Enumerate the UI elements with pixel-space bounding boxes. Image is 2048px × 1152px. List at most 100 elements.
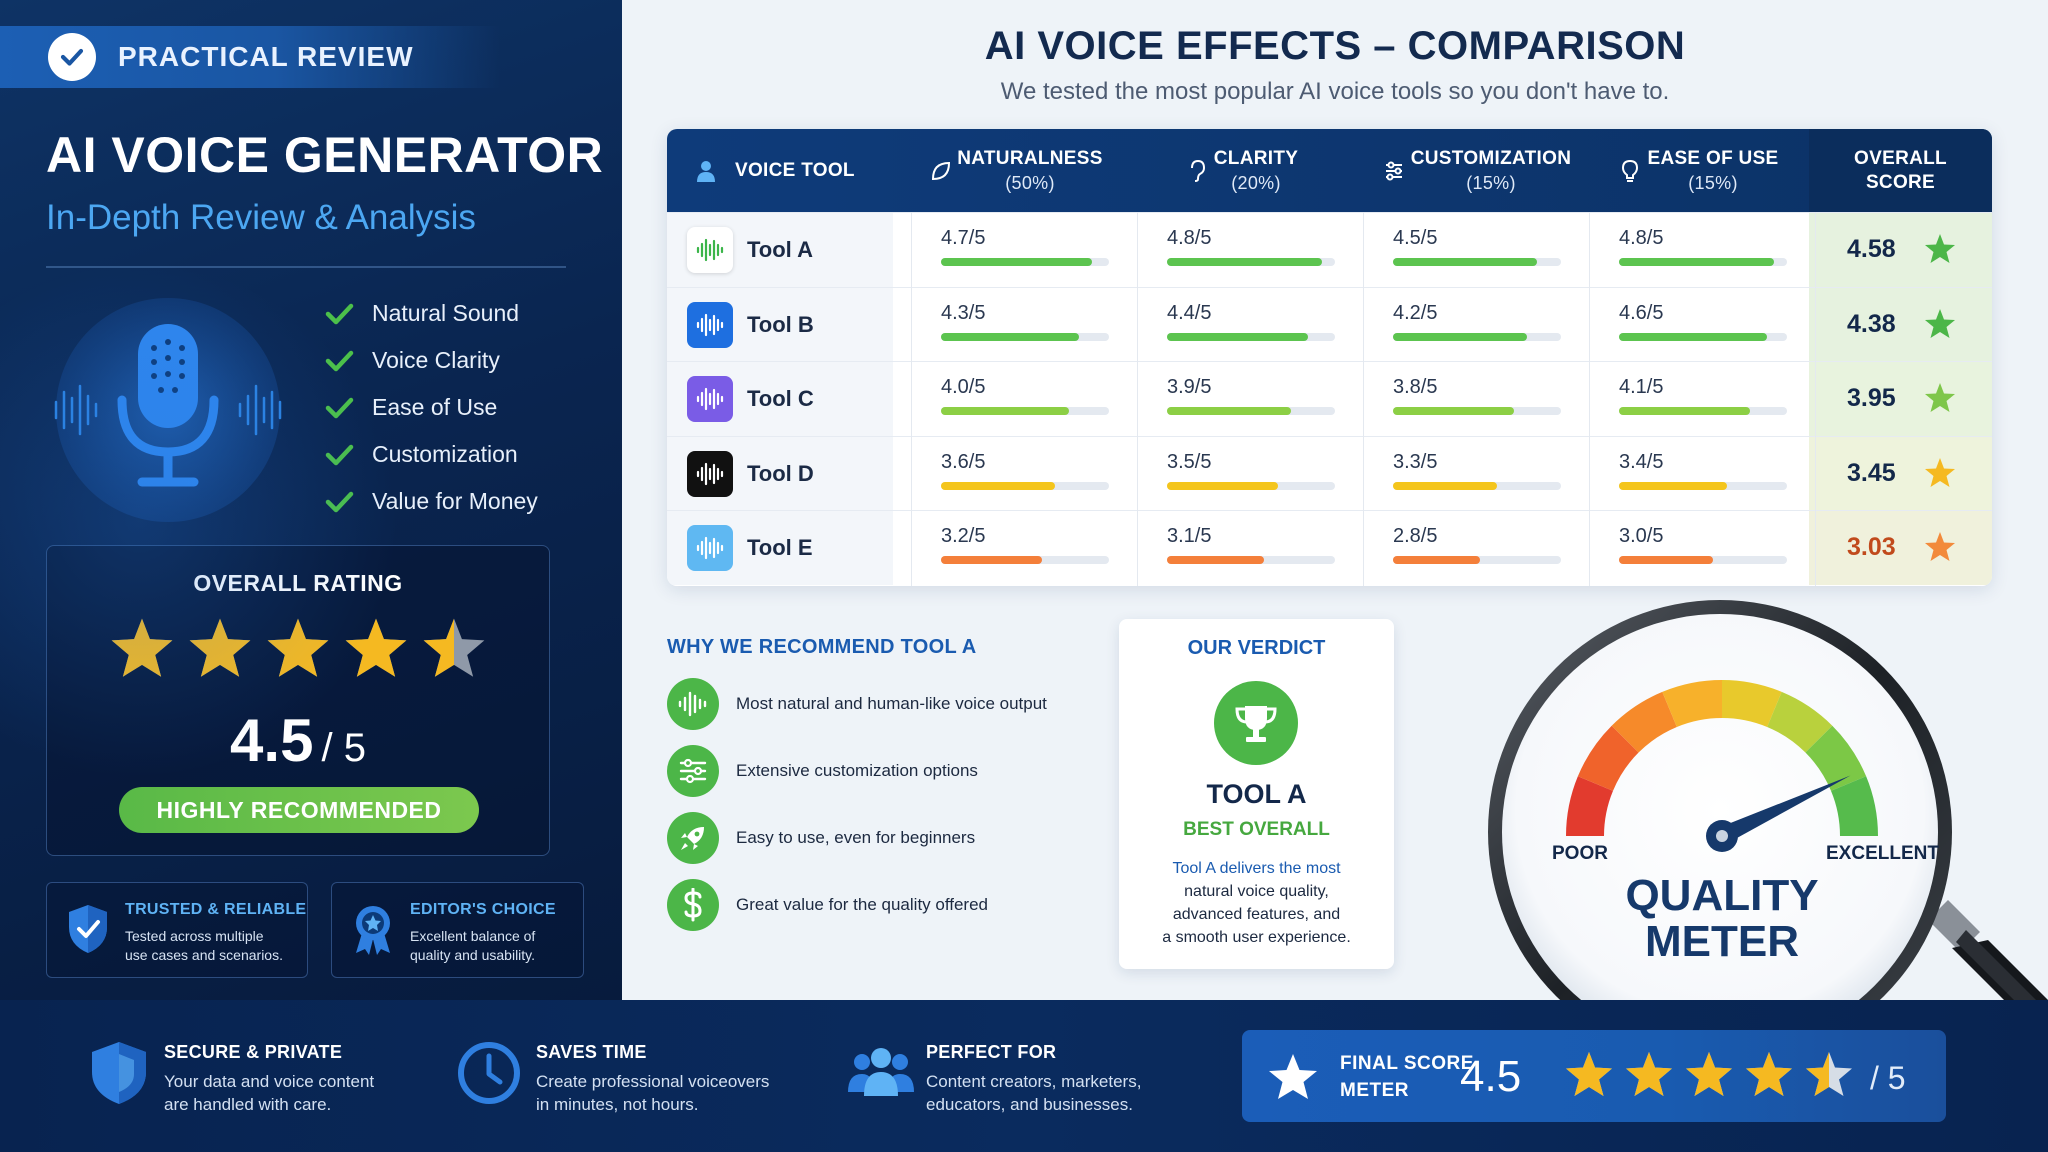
comparison-table: VOICE TOOL NATURALNESS (50%) CLARITY (20%)… bbox=[667, 129, 1992, 586]
score-bar-track bbox=[1167, 556, 1335, 565]
footer-text-line: Your data and voice content bbox=[164, 1072, 375, 1091]
score-bar-track bbox=[941, 481, 1109, 490]
rocket-icon bbox=[667, 812, 719, 864]
why-item-text: Most natural and human-like voice output bbox=[736, 694, 1047, 713]
footer-item-title: SECURE & PRIVATE bbox=[164, 1042, 343, 1062]
tool-name-cell: Tool A bbox=[667, 213, 893, 287]
verdict-card: OUR VERDICT TOOL A BEST OVERALL Tool A d… bbox=[1119, 619, 1394, 969]
score-value: 3.5/5 bbox=[1167, 450, 1212, 473]
gauge-hub-center bbox=[1716, 830, 1728, 842]
score-bar-track bbox=[941, 332, 1109, 341]
column-separator bbox=[1363, 212, 1364, 586]
checkmark-icon bbox=[325, 350, 354, 371]
column-weight: (15%) bbox=[1688, 172, 1738, 193]
score-bar-track bbox=[941, 258, 1109, 266]
overall-score-cell: 4.58 bbox=[1809, 213, 1992, 287]
final-score-value: 4.5 bbox=[1460, 1052, 1522, 1101]
shield-icon bbox=[92, 1042, 146, 1104]
score-bar-fill bbox=[1393, 258, 1538, 266]
column-header-ease-of-use: EASE OF USE (15%) bbox=[1589, 129, 1809, 212]
feature-item: Ease of Use bbox=[324, 384, 538, 431]
table-row[interactable]: Tool A 4.7/5 4.8/5 4.5/5 4.8/5 4.58 bbox=[667, 212, 1992, 287]
score-value: 4.6/5 bbox=[1619, 301, 1664, 324]
gauge-segment bbox=[1831, 776, 1878, 836]
table-row[interactable]: Tool E 3.2/5 3.1/5 2.8/5 3.0/5 3.03 bbox=[667, 510, 1992, 586]
tool-name: Tool D bbox=[747, 460, 814, 486]
score-cell: 4.8/5 bbox=[1589, 213, 1817, 287]
score-value: 3.0/5 bbox=[1619, 525, 1664, 548]
checkmark-icon bbox=[325, 397, 354, 418]
gauge-segment bbox=[1566, 776, 1613, 836]
footer-item-text: Content creators, marketers, educators, … bbox=[926, 1070, 1141, 1116]
score-bar-fill bbox=[1393, 556, 1481, 565]
score-value: 4.5/5 bbox=[1393, 227, 1438, 249]
gauge-needle bbox=[1706, 775, 1851, 852]
feature-list: Natural Sound Voice Clarity Ease of Use … bbox=[324, 290, 538, 525]
verdict-title: OUR VERDICT bbox=[1187, 637, 1326, 659]
overall-score-cell: 3.45 bbox=[1809, 436, 1992, 511]
score-value: 4.1/5 bbox=[1619, 376, 1664, 399]
card-text: Tested across multiple use cases and sce… bbox=[125, 927, 283, 965]
trophy-icon bbox=[1214, 681, 1298, 765]
table-row[interactable]: Tool C 4.0/5 3.9/5 3.8/5 4.1/5 3.95 bbox=[667, 361, 1992, 437]
column-label: NATURALNESS bbox=[957, 147, 1103, 169]
column-label: OVERALL bbox=[1854, 147, 1947, 169]
score-bar-fill bbox=[1619, 332, 1767, 341]
footer-item-text: Your data and voice content are handled … bbox=[164, 1070, 374, 1116]
score-value: 2.8/5 bbox=[1393, 525, 1438, 548]
column-label-wrap: EASE OF USE (15%) bbox=[1647, 147, 1778, 195]
gauge-segment bbox=[1767, 691, 1833, 753]
star-icon bbox=[1566, 1052, 1612, 1096]
waveform-icon bbox=[687, 376, 733, 423]
column-label-wrap: OVERALL SCORE bbox=[1854, 147, 1947, 195]
comparison-subtitle: We tested the most popular AI voice tool… bbox=[1000, 78, 1670, 105]
score-value: 3.2/5 bbox=[941, 525, 986, 548]
rating-stars bbox=[47, 616, 549, 679]
score-bar-fill bbox=[1619, 481, 1727, 490]
score-bar-track bbox=[941, 407, 1109, 416]
card-text: Excellent balance of quality and usabili… bbox=[410, 927, 535, 965]
table-row[interactable]: Tool D 3.6/5 3.5/5 3.3/5 3.4/5 3.45 bbox=[667, 435, 1992, 511]
tool-name-cell: Tool D bbox=[667, 436, 893, 511]
star-icon bbox=[189, 618, 251, 677]
column-label: CLARITY bbox=[1213, 147, 1299, 169]
checkmark-icon bbox=[325, 444, 354, 465]
badge-label: PRACTICAL REVIEW bbox=[118, 41, 414, 72]
table-row[interactable]: Tool B 4.3/5 4.4/5 4.2/5 4.6/5 4.38 bbox=[667, 286, 1992, 362]
gauge-segment bbox=[1611, 691, 1677, 753]
star-icon bbox=[423, 618, 485, 677]
column-header-clarity: CLARITY (20%) bbox=[1137, 129, 1347, 212]
column-header-customization: CUSTOMIZATION (15%) bbox=[1363, 129, 1591, 212]
trusted-reliable-card: TRUSTED & RELIABLE Tested across multipl… bbox=[46, 882, 308, 978]
star-icon bbox=[1925, 383, 1955, 413]
score-value: 3.4/5 bbox=[1619, 450, 1664, 473]
score-bar-fill bbox=[1167, 332, 1309, 341]
footer-text-line: in minutes, not hours. bbox=[536, 1095, 699, 1114]
score-cell: 2.8/5 bbox=[1363, 511, 1591, 585]
column-label-wrap: NATURALNESS (50%) bbox=[957, 147, 1102, 195]
score-bar-track bbox=[1393, 407, 1561, 416]
why-item-text: Easy to use, even for beginners bbox=[736, 828, 976, 847]
gauge-label-excellent: EXCELLENT bbox=[1826, 843, 1939, 864]
feature-label: Natural Sound bbox=[372, 300, 520, 326]
waveform-icon bbox=[687, 525, 733, 572]
score-cell: 3.2/5 bbox=[911, 511, 1139, 585]
score-bar-track bbox=[1167, 407, 1335, 416]
tool-name-cell: Tool E bbox=[667, 511, 893, 586]
feature-item: Natural Sound bbox=[324, 290, 538, 337]
ear-icon bbox=[1190, 159, 1205, 182]
card-text-line: quality and usability. bbox=[410, 947, 536, 963]
feature-label: Value for Money bbox=[372, 488, 538, 514]
column-weight: (15%) bbox=[1466, 172, 1516, 193]
tool-name-cell: Tool B bbox=[667, 287, 893, 362]
footer-item-title: SAVES TIME bbox=[536, 1042, 647, 1062]
score-value: 3.6/5 bbox=[941, 450, 986, 473]
star-icon bbox=[111, 618, 173, 677]
footer-item-saves-time: SAVES TIME Create professional voiceover… bbox=[456, 1038, 796, 1118]
score-bar-track bbox=[1619, 556, 1787, 565]
why-item: Most natural and human-like voice output bbox=[667, 677, 1047, 731]
practical-review-badge: PRACTICAL REVIEW bbox=[0, 26, 500, 88]
card-text-line: use cases and scenarios. bbox=[125, 947, 283, 963]
checkmark-icon bbox=[325, 491, 354, 512]
score-bar-fill bbox=[1167, 556, 1265, 565]
